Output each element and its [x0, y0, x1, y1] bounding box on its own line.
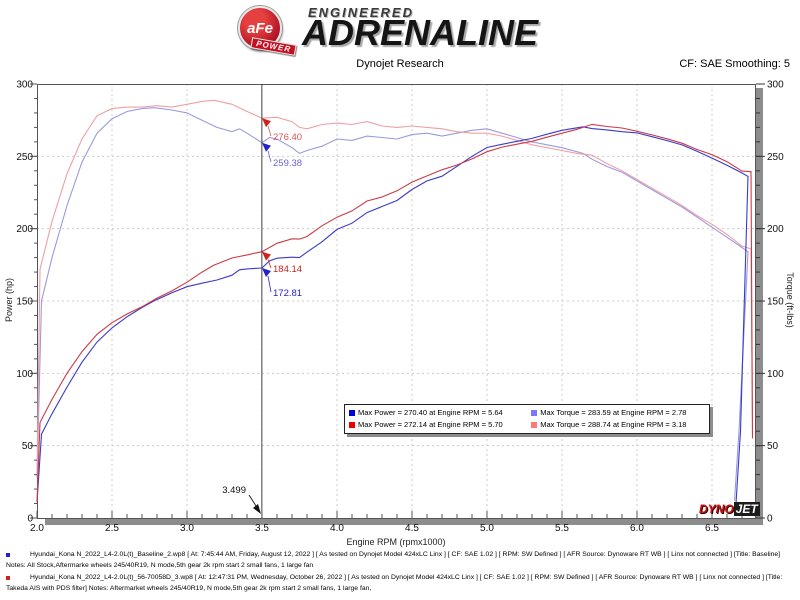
legend-label: Max Power = 272.14 at Engine RPM = 5.70 [358, 420, 503, 429]
run-text: Hyundai_Kona N_2022_L4-2.0L(t)_Baseline_… [6, 551, 781, 569]
svg-text:150: 150 [767, 297, 784, 308]
cursor-value-label: 184.14 [273, 264, 302, 275]
x-axis-title: Engine RPM (rpmx1000) [346, 537, 445, 547]
legend-item-max-torque-red: Max Torque = 288.74 at Engine RPM = 3.18 [531, 419, 705, 431]
afe-power-logo: aFe POWER [238, 4, 302, 58]
dynojet-logo-jet: JET [733, 502, 760, 516]
series-torque-baseline-blue- [36, 107, 749, 501]
engineered-text: ENGINEERED [308, 5, 414, 20]
y-axis-left-title: Power (hp) [4, 278, 14, 322]
legend-label: Max Power = 270.40 at Engine RPM = 5.64 [358, 408, 503, 417]
dynojet-logo: DYNO JET [699, 502, 760, 516]
svg-text:300: 300 [767, 80, 784, 91]
legend-swatch-power-red [349, 422, 355, 428]
svg-text:250: 250 [16, 152, 33, 163]
svg-text:6.5: 6.5 [705, 523, 719, 534]
legend-item-max-power-red: Max Power = 272.14 at Engine RPM = 5.70 [349, 419, 521, 431]
legend-swatch-power-blue [349, 410, 355, 416]
cursor-marker [262, 142, 271, 152]
run-bullet-blue [6, 553, 10, 557]
smoothing-setting[interactable]: CF: SAE Smoothing: 5 [679, 58, 790, 70]
svg-text:2.0: 2.0 [30, 523, 44, 534]
adrenaline-text: ADRENALINE [302, 12, 539, 53]
legend-item-max-torque-blue: Max Torque = 283.59 at Engine RPM = 2.78 [531, 407, 705, 419]
chart-legend[interactable]: Max Power = 270.40 at Engine RPM = 5.64 … [344, 404, 710, 434]
legend-label: Max Torque = 283.59 at Engine RPM = 2.78 [540, 408, 687, 417]
cursor-value-label: 276.40 [273, 132, 302, 143]
svg-text:5.0: 5.0 [480, 523, 494, 534]
svg-text:250: 250 [767, 152, 784, 163]
run-descriptions: Hyundai_Kona N_2022_L4-2.0L(t)_Baseline_… [6, 550, 794, 596]
svg-text:3.0: 3.0 [180, 523, 194, 534]
report-subtitle: Dynojet Research [356, 58, 444, 70]
cursor-marker [262, 268, 271, 278]
series-power-takeda-ais-red- [36, 123, 754, 503]
svg-text:150: 150 [16, 297, 33, 308]
legend-item-max-power-blue: Max Power = 270.40 at Engine RPM = 5.64 [349, 407, 521, 419]
cursor-value-label: 172.81 [273, 288, 302, 299]
run-text: Hyundai_Kona N_2022_L4-2.0L(t)_56-70058D… [6, 574, 783, 592]
svg-text:300: 300 [16, 80, 33, 91]
svg-text:0: 0 [27, 514, 33, 525]
cursor-value-label: 259.38 [273, 158, 302, 169]
svg-text:200: 200 [16, 224, 33, 235]
run-line-takeda: Hyundai_Kona N_2022_L4-2.0L(t)_56-70058D… [6, 573, 794, 594]
svg-text:6.0: 6.0 [630, 523, 644, 534]
svg-text:100: 100 [767, 369, 784, 380]
svg-text:3.5: 3.5 [255, 523, 269, 534]
dynojet-logo-dyno: DYNO [699, 502, 734, 516]
svg-text:200: 200 [767, 224, 784, 235]
run-line-baseline: Hyundai_Kona N_2022_L4-2.0L(t)_Baseline_… [6, 550, 794, 571]
series-torque-takeda-ais-red- [36, 99, 754, 475]
run-bullet-red [6, 576, 10, 580]
y-axis-right-title: Torque (ft-lbs) [785, 272, 795, 328]
svg-text:4.5: 4.5 [405, 523, 419, 534]
cursor-rpm-label: 3.499 [222, 485, 246, 496]
svg-text:50: 50 [767, 441, 779, 452]
legend-swatch-torque-blue [531, 410, 538, 416]
svg-text:2.5: 2.5 [105, 523, 119, 534]
cursor-marker [262, 118, 271, 128]
svg-text:0: 0 [767, 514, 773, 525]
svg-text:100: 100 [16, 369, 33, 380]
svg-text:50: 50 [22, 441, 34, 452]
svg-text:4.0: 4.0 [330, 523, 344, 534]
legend-swatch-torque-red [531, 422, 538, 428]
cursor-marker [262, 251, 271, 261]
svg-text:5.5: 5.5 [555, 523, 569, 534]
afe-text: aFe [247, 19, 273, 37]
series-power-baseline-blue- [36, 126, 749, 504]
legend-label: Max Torque = 288.74 at Engine RPM = 3.18 [540, 420, 687, 429]
